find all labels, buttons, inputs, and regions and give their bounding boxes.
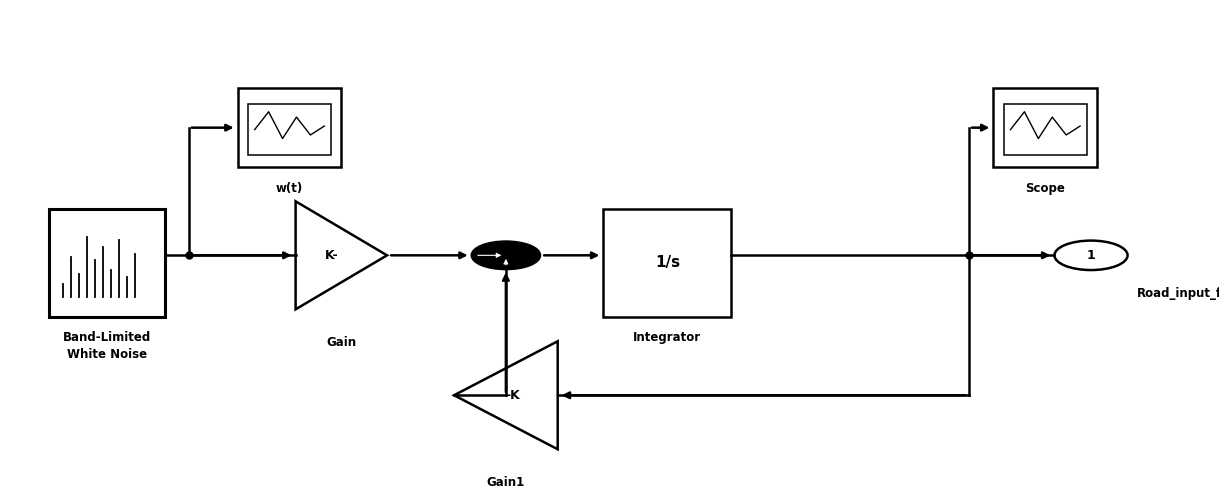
FancyBboxPatch shape [603,209,731,317]
Text: w(t): w(t) [275,182,304,194]
Text: K-: K- [324,249,339,262]
FancyBboxPatch shape [993,88,1097,167]
Text: Road_input_f: Road_input_f [1137,287,1219,300]
Polygon shape [453,341,558,449]
Circle shape [472,242,540,269]
Text: 1: 1 [1086,249,1096,262]
Text: Band-Limited
White Noise: Band-Limited White Noise [62,331,151,361]
Text: Gain1: Gain1 [486,476,525,489]
Text: -K: -K [506,389,521,402]
FancyBboxPatch shape [238,88,341,167]
FancyBboxPatch shape [1003,104,1087,155]
FancyBboxPatch shape [249,104,332,155]
Polygon shape [296,201,388,309]
Text: 1/s: 1/s [655,255,680,270]
FancyBboxPatch shape [49,209,165,317]
Text: Integrator: Integrator [634,331,701,344]
Text: Gain: Gain [327,336,356,349]
Text: Scope: Scope [1025,182,1065,194]
Circle shape [1054,241,1128,270]
